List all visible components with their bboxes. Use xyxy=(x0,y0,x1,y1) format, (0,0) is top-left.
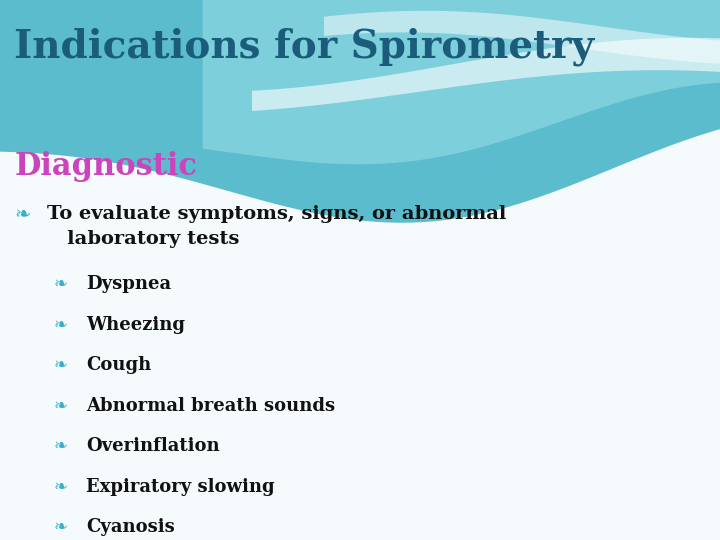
Text: Cough: Cough xyxy=(86,356,152,374)
Text: ❧: ❧ xyxy=(54,397,68,415)
Polygon shape xyxy=(0,0,720,222)
Polygon shape xyxy=(252,38,720,111)
Text: ❧: ❧ xyxy=(14,205,31,224)
Text: Dyspnea: Dyspnea xyxy=(86,275,171,293)
Text: To evaluate symptoms, signs, or abnormal
   laboratory tests: To evaluate symptoms, signs, or abnormal… xyxy=(47,205,506,248)
Polygon shape xyxy=(324,11,720,64)
Text: ❧: ❧ xyxy=(54,518,68,536)
Polygon shape xyxy=(202,0,720,164)
Text: ❧: ❧ xyxy=(54,316,68,334)
Text: ❧: ❧ xyxy=(54,437,68,455)
Text: Indications for Spirometry: Indications for Spirometry xyxy=(14,27,595,65)
Text: Expiratory slowing: Expiratory slowing xyxy=(86,478,275,496)
Text: ❧: ❧ xyxy=(54,275,68,293)
Text: ❧: ❧ xyxy=(54,356,68,374)
Text: ❧: ❧ xyxy=(54,478,68,496)
Text: Overinflation: Overinflation xyxy=(86,437,220,455)
Text: Abnormal breath sounds: Abnormal breath sounds xyxy=(86,397,336,415)
Text: Cyanosis: Cyanosis xyxy=(86,518,175,536)
Text: Diagnostic: Diagnostic xyxy=(14,151,197,182)
Text: Wheezing: Wheezing xyxy=(86,316,185,334)
